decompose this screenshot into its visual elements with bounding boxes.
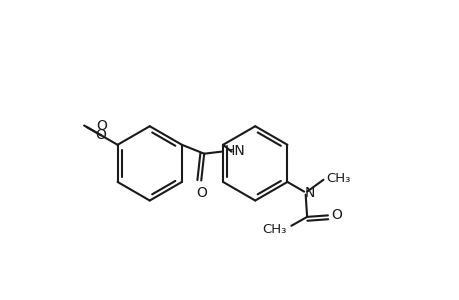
Text: O: O — [196, 186, 206, 200]
Text: CH₃: CH₃ — [326, 172, 350, 185]
Text: HN: HN — [224, 144, 245, 158]
Text: N: N — [304, 185, 315, 200]
Text: O: O — [95, 128, 106, 142]
Text: CH₃: CH₃ — [261, 223, 285, 236]
Text: O: O — [96, 119, 107, 133]
Text: O: O — [84, 122, 86, 123]
Text: O: O — [330, 208, 341, 222]
